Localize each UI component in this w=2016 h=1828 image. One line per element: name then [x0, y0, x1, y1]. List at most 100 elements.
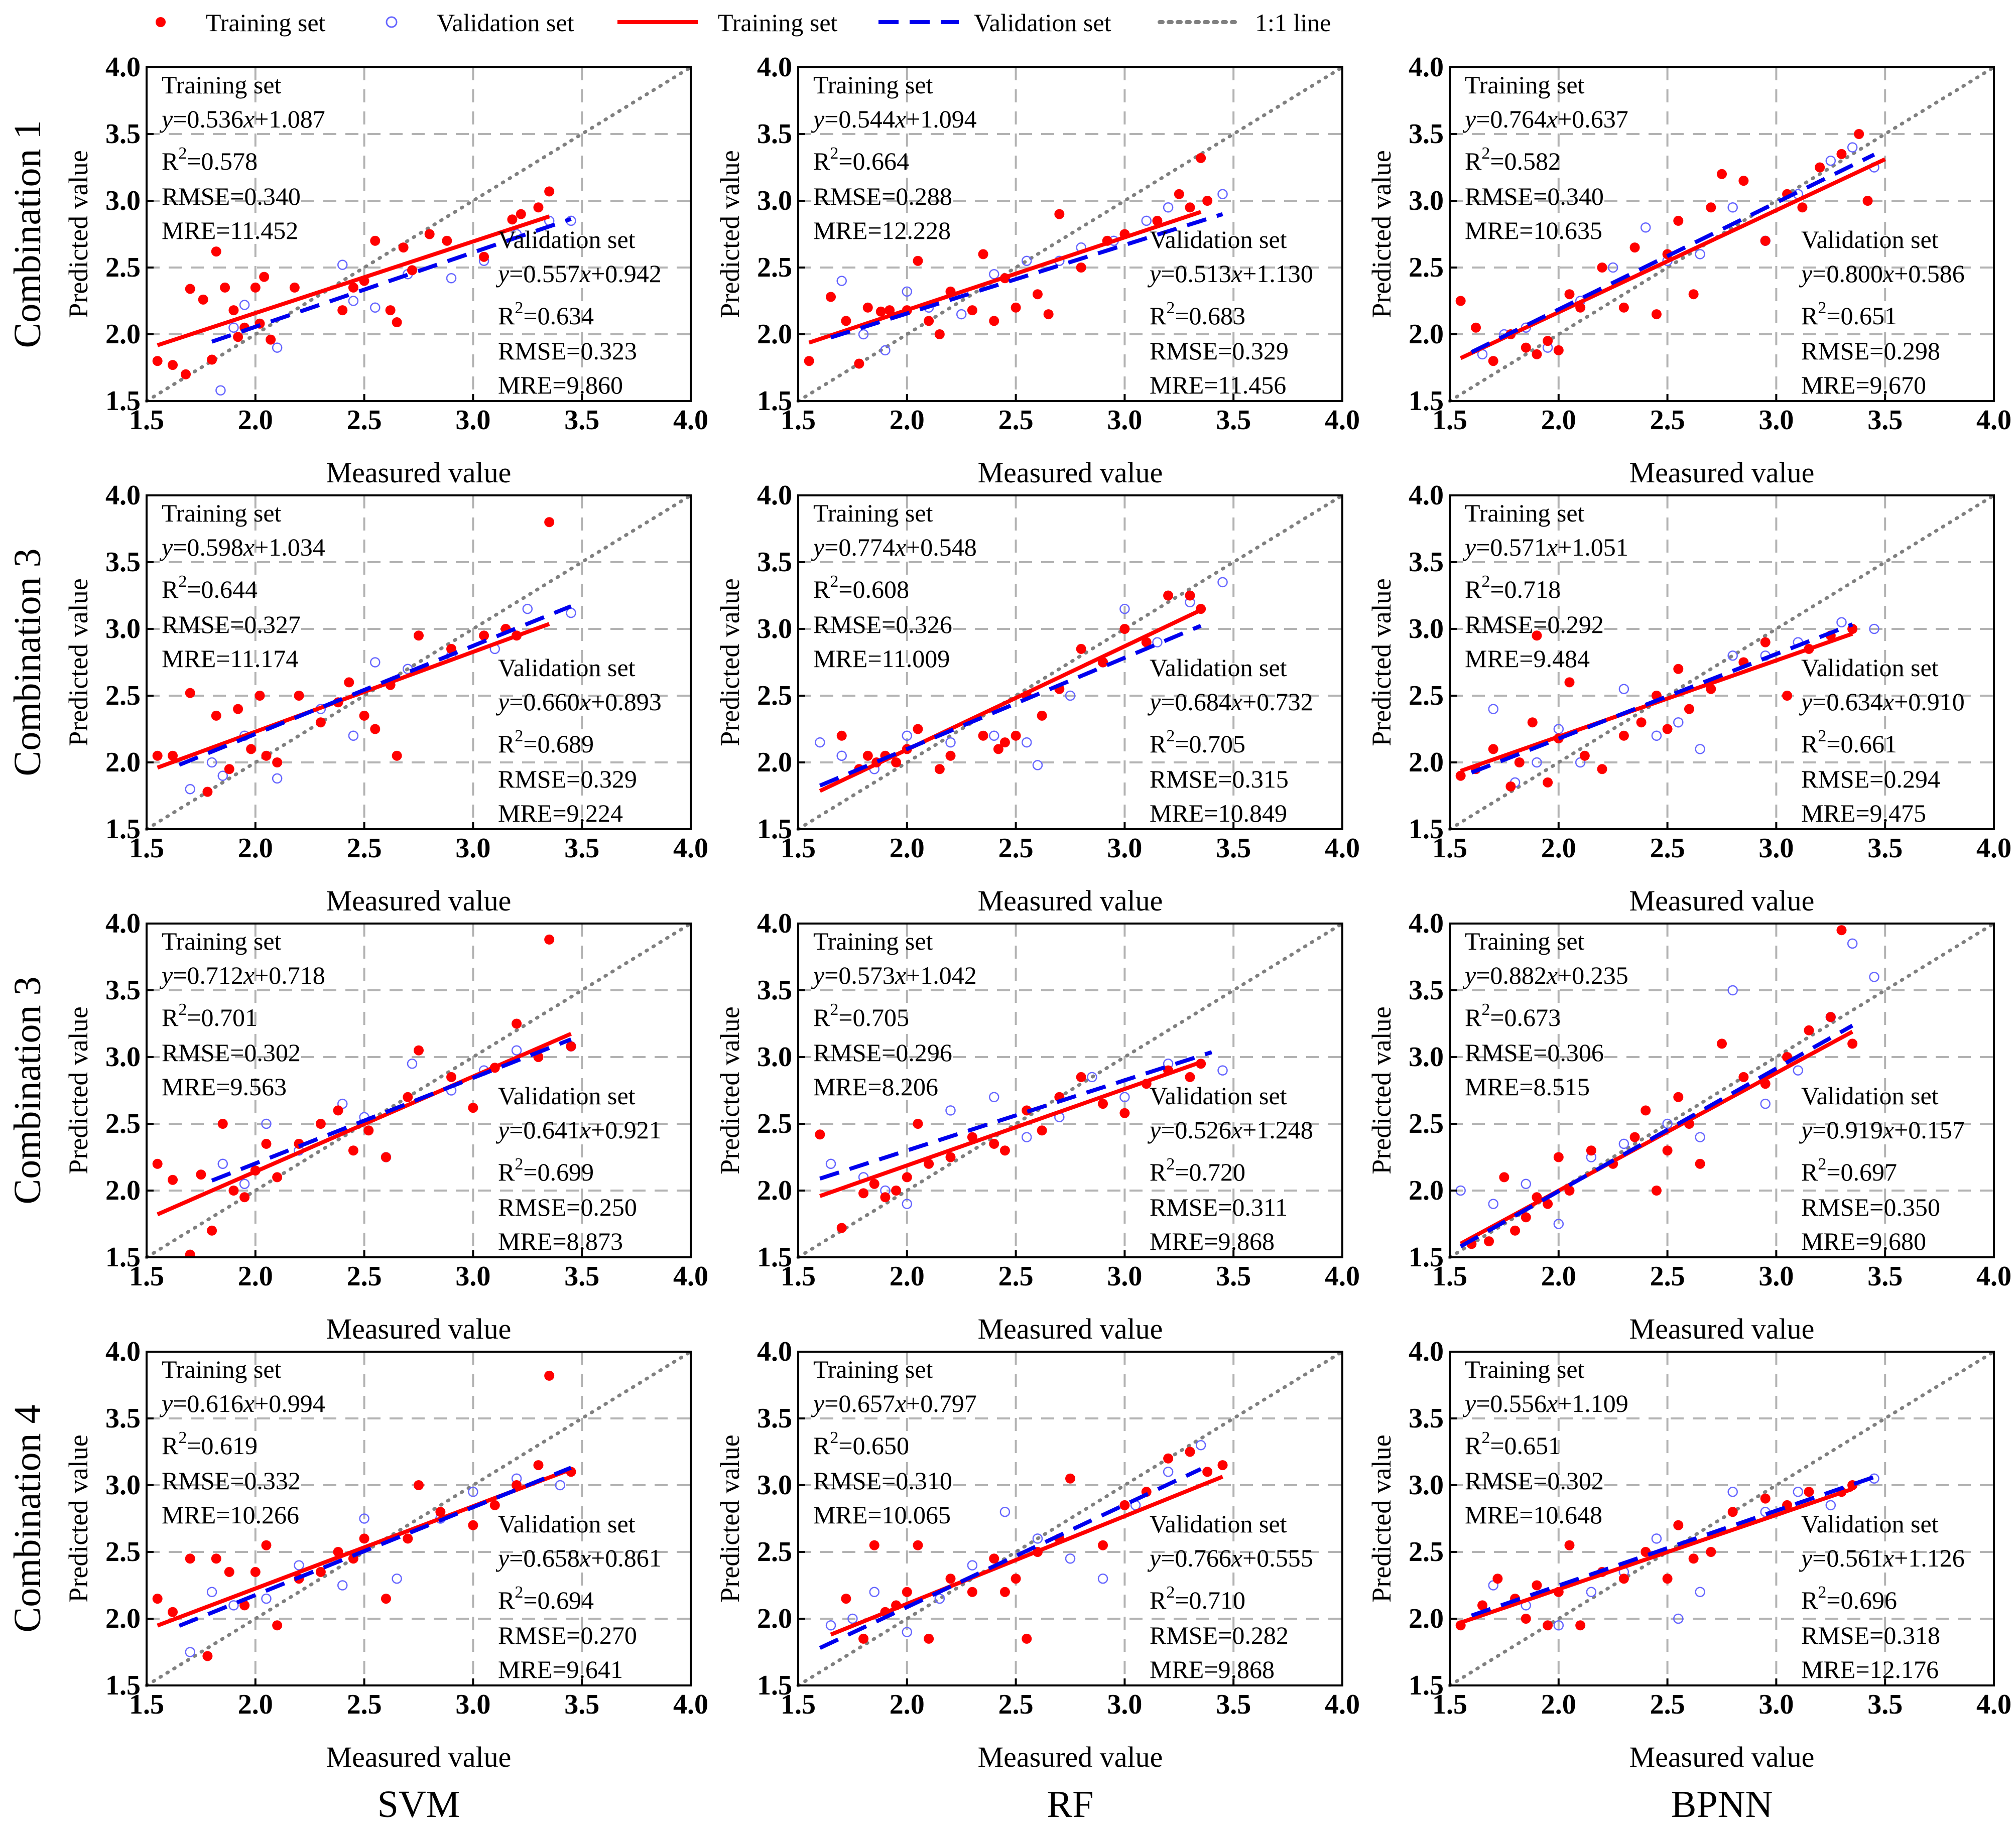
panel-r1-c2: 1.5 2.0 2.5 3.0 3.5 4.0 1.5 2.0 2.5 3.0 3.5 4.0 Meas…: [1366, 480, 2011, 917]
training-point: [1797, 202, 1808, 213]
training-point: [989, 316, 999, 326]
x-tick-label: 3.0: [455, 405, 490, 436]
y-tick-label: 4.0: [757, 52, 792, 83]
data-layer: [152, 186, 576, 396]
legend-label: Validation set: [437, 9, 574, 37]
validation-annotation-equation: y=0.800x+0.586: [1799, 259, 1965, 288]
x-tick-label: 2.0: [890, 833, 925, 864]
x-tick-label: 4.0: [673, 833, 708, 864]
x-tick-label: 2.0: [890, 405, 925, 436]
x-tick-label: 1.5: [781, 833, 816, 864]
validation-point: [815, 737, 825, 748]
training-point: [315, 1566, 326, 1577]
training-fit-line: [1460, 1487, 1853, 1625]
training-point: [1492, 1574, 1503, 1584]
training-point: [1217, 1460, 1228, 1471]
training-point: [1862, 196, 1873, 206]
y-axis-label: Predicted value: [715, 1006, 745, 1174]
validation-point: [902, 1627, 913, 1637]
validation-fit-line: [819, 1467, 1202, 1650]
training-point: [1185, 590, 1195, 601]
training-point: [533, 202, 544, 213]
training-point: [250, 282, 261, 293]
validation-point: [902, 1199, 913, 1209]
validation-point: [1195, 1440, 1206, 1451]
validation-annotation-equation: y=0.684x+0.732: [1147, 688, 1313, 716]
grid: [1450, 67, 1994, 401]
training-point: [1011, 1574, 1021, 1584]
training-annotation: Training set y=0.536x+1.087 R2=0.578 RMSE=0…: [159, 71, 325, 244]
y-tick-label: 2.5: [1409, 680, 1444, 711]
training-point: [1141, 637, 1152, 647]
training-point: [1727, 1507, 1738, 1517]
training-point: [891, 757, 902, 767]
x-axis-label: Measured value: [326, 456, 512, 489]
y-tick-label: 3.5: [757, 975, 792, 1006]
training-annotation-rmse: RMSE=0.306: [1465, 1038, 1604, 1067]
validation-point: [945, 1105, 956, 1116]
validation-annotation-mre: MRE=9.224: [498, 799, 623, 827]
training-annotation-equation: y=0.657x+0.797: [811, 1389, 977, 1417]
validation-annotation-header: Validation set: [1150, 1510, 1287, 1538]
x-tick-label: 3.0: [1107, 405, 1142, 436]
validation-point: [1022, 737, 1032, 748]
x-axis-label: Measured value: [1629, 884, 1815, 917]
column-label-svm: SVM: [377, 1783, 460, 1825]
plot-frame: [146, 1351, 692, 1686]
plot-frame: [146, 494, 692, 830]
x-tick-label: 3.5: [1216, 833, 1251, 864]
validation-point: [1651, 730, 1662, 741]
validation-annotation-header: Validation set: [1150, 654, 1287, 682]
training-point: [315, 1119, 326, 1129]
training-point: [344, 677, 354, 688]
training-annotation-equation: y=0.774x+0.548: [811, 533, 977, 561]
training-annotation-r2: R2=0.673: [1465, 1000, 1561, 1031]
training-annotation-header: Training set: [1465, 71, 1585, 99]
training-point: [398, 242, 409, 253]
training-point: [1054, 209, 1065, 219]
legend-label: Training set: [206, 9, 326, 37]
training-point: [255, 691, 265, 701]
validation-point: [1032, 760, 1043, 770]
training-annotation-r2: R2=0.582: [1465, 144, 1561, 175]
training-point: [259, 272, 270, 282]
validation-annotation-equation: y=0.557x+0.942: [495, 259, 662, 288]
y-tick-label: 4.0: [1409, 480, 1444, 511]
y-tick-label: 1.5: [757, 385, 792, 417]
training-point: [1662, 724, 1673, 734]
training-point: [1510, 1225, 1521, 1236]
validation-point: [348, 730, 359, 741]
training-annotation-r2: R2=0.578: [162, 144, 258, 175]
x-tick-label: 1.5: [1432, 833, 1467, 864]
validation-point: [239, 300, 250, 310]
training-point: [902, 1587, 912, 1597]
training-point: [804, 356, 814, 366]
validation-annotation: Validation set y=0.561x+1.126 R2=0.696 RMSE…: [1799, 1510, 1965, 1683]
ticks: 1.5 2.0 2.5 3.0 3.5 4.0 1.5 2.0 2.5 3.0 3.5 4.0: [1409, 1336, 2011, 1720]
training-point: [999, 737, 1010, 748]
y-tick-label: 3.0: [105, 185, 141, 216]
training-point: [1532, 349, 1542, 359]
training-point: [978, 730, 988, 741]
y-tick-label: 2.0: [757, 319, 792, 350]
validation-point: [370, 657, 381, 668]
training-point: [211, 710, 221, 721]
training-point: [1163, 1453, 1174, 1464]
training-point: [1836, 925, 1847, 936]
plot-frame: [146, 923, 692, 1258]
y-tick-label: 1.5: [105, 1670, 141, 1701]
validation-point: [1651, 1533, 1662, 1544]
training-point: [1847, 1038, 1858, 1049]
validation-point: [206, 1587, 217, 1598]
y-tick-label: 3.0: [105, 613, 141, 644]
x-tick-label: 3.5: [1216, 405, 1251, 436]
validation-point: [1217, 1065, 1228, 1076]
training-point: [1815, 162, 1825, 173]
validation-annotation-rmse: RMSE=0.329: [1150, 337, 1289, 365]
training-fit-line: [830, 1475, 1224, 1637]
training-annotation-mre: MRE=11.009: [813, 644, 950, 673]
training-annotation-r2: R2=0.701: [162, 1000, 258, 1031]
y-tick-label: 3.5: [1409, 547, 1444, 578]
validation-annotation-mre: MRE=9.860: [498, 371, 623, 399]
row-label: Combination 1: [7, 120, 49, 348]
